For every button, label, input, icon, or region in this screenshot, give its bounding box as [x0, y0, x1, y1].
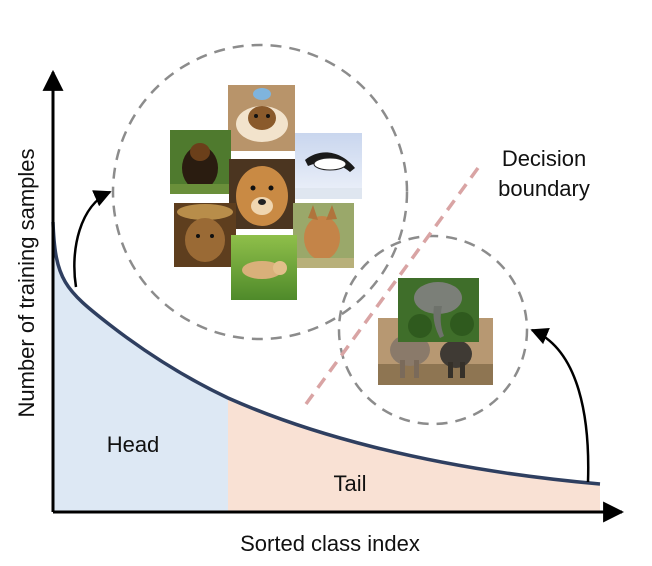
head-cluster-circle	[111, 43, 409, 341]
head-label: Head	[107, 432, 160, 457]
y-axis-label: Number of training samples	[14, 148, 39, 417]
dog-photo	[228, 85, 295, 151]
tail-region	[228, 398, 600, 512]
tail-arrow	[530, 328, 590, 483]
dog-photo	[231, 235, 297, 300]
tail-cluster-circle	[337, 234, 529, 426]
tail-cluster-photos	[378, 278, 493, 385]
dog-photo	[293, 203, 354, 268]
elephant-photo	[398, 278, 479, 342]
dog-photo	[174, 203, 236, 267]
decision-boundary-line	[304, 166, 480, 406]
dog-photo	[170, 130, 231, 194]
dog-photo	[295, 133, 362, 199]
dog-photo	[229, 159, 295, 229]
head-cluster-photos	[170, 85, 362, 300]
decision-boundary-label-line1: Decision	[502, 146, 586, 171]
x-axis-label: Sorted class index	[240, 531, 420, 556]
head-region	[53, 228, 228, 512]
head-arrow	[73, 190, 112, 288]
long-tail-curve	[51, 221, 601, 486]
decision-boundary-label-line2: boundary	[498, 176, 590, 201]
tail-label: Tail	[333, 471, 366, 496]
